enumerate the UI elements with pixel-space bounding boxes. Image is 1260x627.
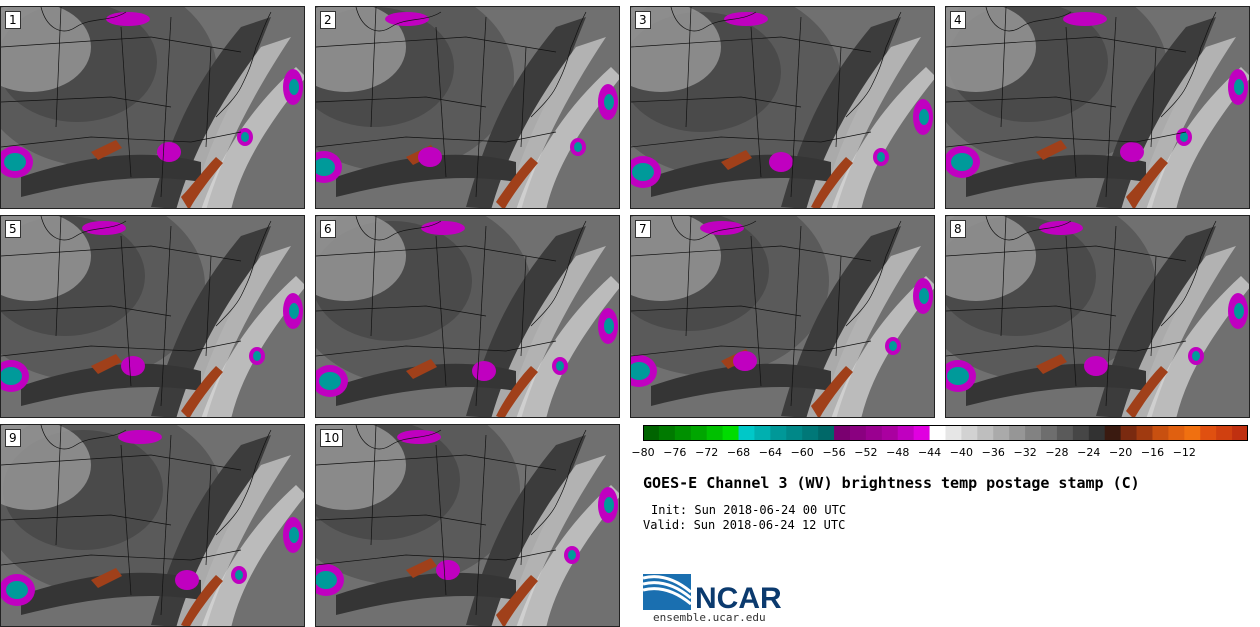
colorbar-swatch bbox=[913, 425, 931, 441]
panel-number: 4 bbox=[950, 11, 966, 29]
colorbar-swatch bbox=[1009, 425, 1026, 441]
colorbar-swatch bbox=[1168, 425, 1185, 441]
map-panel: 1 bbox=[0, 6, 305, 209]
colorbar-tick-label: −40 bbox=[949, 446, 974, 459]
colorbar-swatch bbox=[1120, 425, 1138, 441]
colorbar-swatch bbox=[1216, 425, 1233, 441]
water-vapor-map bbox=[946, 7, 1249, 208]
map-panel: 8 bbox=[945, 215, 1250, 418]
water-vapor-map bbox=[1, 7, 304, 208]
colorbar-tick-label: −48 bbox=[886, 446, 910, 459]
colorbar-swatch bbox=[738, 425, 755, 441]
panel-number: 10 bbox=[320, 429, 344, 447]
colorbar-swatch bbox=[1025, 425, 1042, 441]
panel-number: 1 bbox=[5, 11, 21, 29]
colorbar-swatch bbox=[722, 425, 740, 441]
panel-number: 2 bbox=[320, 11, 336, 29]
colorbar-tick-label: −20 bbox=[1109, 446, 1133, 459]
colorbar-swatch bbox=[1088, 425, 1106, 441]
colorbar-tick-label: −44 bbox=[917, 446, 942, 459]
colorbar-tick-label: −12 bbox=[1172, 446, 1196, 459]
colorbar-tick-label: −68 bbox=[726, 446, 751, 459]
colorbar-swatch bbox=[1056, 425, 1074, 441]
map-panel: 2 bbox=[315, 6, 620, 209]
colorbar-tick-label: −24 bbox=[1077, 446, 1101, 459]
init-time: Init: Sun 2018-06-24 00 UTC bbox=[651, 503, 847, 517]
colorbar-swatch bbox=[690, 425, 708, 441]
colorbar-tick-label: −76 bbox=[663, 446, 687, 459]
panel-number: 9 bbox=[5, 429, 21, 447]
water-vapor-map bbox=[316, 216, 619, 417]
colorbar-swatch bbox=[865, 425, 883, 441]
colorbar-swatch bbox=[786, 425, 803, 441]
colorbar-swatch bbox=[881, 425, 899, 441]
colorbar-swatch bbox=[1041, 425, 1058, 441]
map-panel: 3 bbox=[630, 6, 935, 209]
water-vapor-map bbox=[631, 7, 934, 208]
ncar-logo: NCAR bbox=[643, 574, 782, 612]
water-vapor-map bbox=[1, 216, 304, 417]
panel-number: 5 bbox=[5, 220, 21, 238]
colorbar bbox=[643, 425, 1248, 441]
colorbar-swatch bbox=[945, 425, 962, 441]
map-panel: 4 bbox=[945, 6, 1250, 209]
colorbar-swatch bbox=[1104, 425, 1122, 441]
colorbar-swatch bbox=[1152, 425, 1169, 441]
panel-number: 7 bbox=[635, 220, 651, 238]
colorbar-swatch bbox=[977, 425, 994, 441]
water-vapor-map bbox=[631, 216, 934, 417]
colorbar-swatch bbox=[770, 425, 787, 441]
colorbar-swatch bbox=[706, 425, 724, 441]
colorbar-tick-label: −56 bbox=[822, 446, 846, 459]
water-vapor-map bbox=[316, 7, 619, 208]
logo-text: NCAR bbox=[695, 582, 782, 612]
map-panel: 9 bbox=[0, 424, 305, 627]
panel-number: 6 bbox=[320, 220, 336, 238]
colorbar-swatch bbox=[929, 425, 946, 441]
colorbar-swatch bbox=[834, 425, 851, 441]
logo-url: ensemble.ucar.edu bbox=[653, 611, 766, 624]
colorbar-swatch bbox=[993, 425, 1010, 441]
colorbar-tick-label: −60 bbox=[790, 446, 814, 459]
colorbar-tick-label: −28 bbox=[1045, 446, 1069, 459]
water-vapor-map bbox=[1, 425, 304, 626]
colorbar-tick-label: −64 bbox=[758, 446, 782, 459]
valid-time: Valid: Sun 2018-06-24 12 UTC bbox=[643, 518, 846, 532]
colorbar-swatch bbox=[961, 425, 978, 441]
colorbar-swatch bbox=[1136, 425, 1153, 441]
colorbar-swatch bbox=[1200, 425, 1217, 441]
panel-number: 8 bbox=[950, 220, 966, 238]
colorbar-swatch bbox=[674, 425, 692, 441]
colorbar-swatch bbox=[1072, 425, 1090, 441]
colorbar-tick-label: −80 bbox=[631, 446, 655, 459]
colorbar-tick-label: −36 bbox=[981, 446, 1005, 459]
colorbar-swatch bbox=[1184, 425, 1201, 441]
colorbar-tick-label: −72 bbox=[695, 446, 719, 459]
map-panel: 10 bbox=[315, 424, 620, 627]
colorbar-swatch bbox=[1232, 425, 1248, 441]
colorbar-swatch bbox=[818, 425, 835, 441]
map-panel: 7 bbox=[630, 215, 935, 418]
colorbar-swatch bbox=[754, 425, 771, 441]
map-panel: 5 bbox=[0, 215, 305, 418]
colorbar-swatch bbox=[897, 425, 915, 441]
colorbar-swatch bbox=[802, 425, 819, 441]
panel-number: 3 bbox=[635, 11, 651, 29]
colorbar-swatch bbox=[849, 425, 867, 441]
map-panel: 6 bbox=[315, 215, 620, 418]
water-vapor-map bbox=[946, 216, 1249, 417]
colorbar-swatch bbox=[658, 425, 676, 441]
colorbar-swatch bbox=[643, 425, 660, 441]
water-vapor-map bbox=[316, 425, 619, 626]
page-title: GOES-E Channel 3 (WV) brightness temp po… bbox=[643, 474, 1140, 492]
colorbar-tick-label: −52 bbox=[854, 446, 878, 459]
colorbar-tick-label: −16 bbox=[1140, 446, 1165, 459]
colorbar-tick-label: −32 bbox=[1013, 446, 1037, 459]
